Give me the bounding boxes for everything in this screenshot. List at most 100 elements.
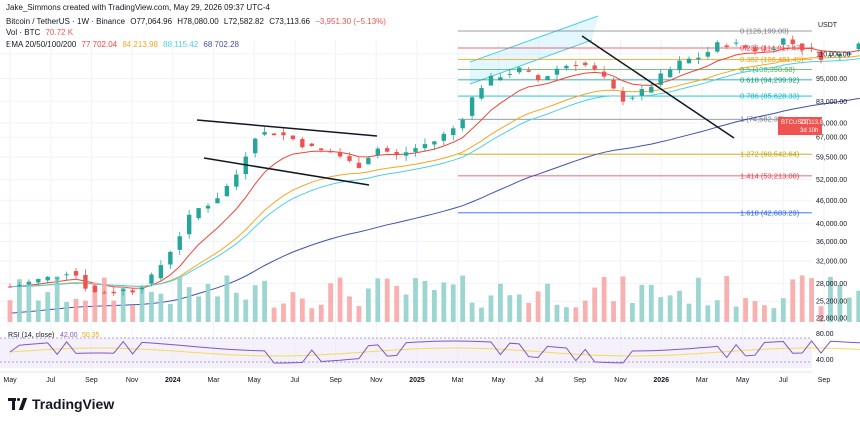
ema-50-line <box>9 55 860 288</box>
rising-wedge-upper <box>469 15 599 63</box>
volume-bar <box>431 289 437 322</box>
candle-body <box>319 148 324 150</box>
candle-body <box>177 236 182 250</box>
candle-body <box>715 42 720 52</box>
candle-body <box>403 152 409 156</box>
candle-body <box>479 88 484 99</box>
rsi-label: RSI (14, close) <box>8 332 54 339</box>
rsi-axis-tick: 40.00 <box>816 357 834 364</box>
candle-body <box>847 53 852 55</box>
candle-body <box>762 49 767 51</box>
volume-bar <box>215 296 220 322</box>
rsi-legend[interactable]: RSI (14, close) 42.00 50.35 <box>8 332 100 339</box>
candle-body <box>205 205 211 209</box>
rsi-axis-tick: 80.00 <box>816 331 834 338</box>
time-axis-tick: 2025 <box>409 377 425 384</box>
volume-bar <box>233 292 239 322</box>
fib-level-label: 0.618 (94,299.92) <box>740 75 800 84</box>
candle-body <box>234 174 239 187</box>
price-axis-tick: 59,500.00 <box>816 155 847 162</box>
volume-bar <box>488 295 494 322</box>
volume-bar <box>83 300 88 322</box>
volume-bar <box>790 279 796 322</box>
candle-body <box>186 214 192 235</box>
price-axis-tick: 73,000.00 <box>816 120 847 127</box>
candle-body <box>422 144 428 149</box>
volume-bar <box>733 306 739 322</box>
volume-bar <box>639 284 645 322</box>
symbol-name[interactable]: Bitcoin / TetherUS · 1W · Binance <box>6 17 126 26</box>
time-axis-tick: Sep <box>85 377 98 384</box>
ema-legend[interactable]: EMA 20/50/100/200 77,702.04 84,213.98 88… <box>6 40 242 49</box>
candle-body <box>290 135 296 140</box>
volume-label: Vol · BTC <box>6 28 41 37</box>
candle-body <box>300 139 305 148</box>
volume-bar <box>630 302 635 322</box>
candle-body <box>366 157 371 165</box>
tradingview-logo[interactable]: TradingView <box>8 396 114 412</box>
candle-body <box>724 45 729 48</box>
volume-bar <box>365 288 371 322</box>
volume-bar <box>384 278 390 322</box>
price-axis-tick: 25,200.00 <box>816 299 847 306</box>
volume-bar <box>526 302 532 322</box>
time-axis-tick: Jul <box>46 377 55 384</box>
candle-body <box>149 274 154 284</box>
last-price-badge: BTCUSDT 73,113.66 3d 10h <box>778 117 827 135</box>
volume-bar <box>375 278 381 322</box>
volume-bar <box>497 283 503 322</box>
price-axis-tick: 40,000.00 <box>816 221 847 228</box>
candle-body <box>337 152 343 157</box>
candle-body <box>809 47 814 49</box>
volume-legend[interactable]: Vol · BTC 70.72 K <box>6 28 76 37</box>
volume-bar <box>92 282 98 322</box>
candle-body <box>7 286 13 288</box>
volume-bar <box>328 283 334 322</box>
candle-body <box>649 86 654 93</box>
volume-bar <box>64 302 69 322</box>
volume-bar <box>167 303 173 322</box>
volume-bar <box>441 282 447 322</box>
ema-200-line <box>9 97 860 314</box>
volume-bar <box>186 287 192 322</box>
volume-bar <box>422 280 428 322</box>
volume-bar <box>620 276 626 322</box>
time-axis-tick: 2026 <box>653 377 669 384</box>
volume-bar <box>507 295 513 322</box>
volume-bar <box>177 276 183 322</box>
price-axis-tick: 110,000.00 <box>816 52 851 59</box>
candle-body <box>752 47 758 52</box>
candle-body <box>818 51 824 60</box>
volume-bar <box>347 296 352 322</box>
volume-bar <box>573 307 579 322</box>
last-price-countdown: 3d 10h <box>800 128 818 134</box>
volume-bar <box>413 278 418 322</box>
volume-bar <box>271 307 277 322</box>
candle-body <box>73 271 79 276</box>
price-axis-unit: USDT <box>818 22 838 29</box>
ema-100-line <box>9 57 860 288</box>
volume-bar <box>535 291 541 322</box>
ema200-value: 68,702.28 <box>203 40 239 49</box>
symbol-ohlc-line: Bitcoin / TetherUS · 1W · Binance O77,06… <box>6 17 389 26</box>
time-axis-tick: 2024 <box>165 377 181 384</box>
candle-body <box>102 292 107 294</box>
volume-bar <box>45 292 51 322</box>
time-axis-tick: Nov <box>614 377 627 384</box>
price-axis-tick: 67,000.00 <box>816 135 847 142</box>
volume-bar <box>111 300 117 322</box>
volume-bar <box>611 301 616 322</box>
fib-level-label: 0.786 (85,628.33) <box>740 92 800 101</box>
volume-bar <box>686 303 692 322</box>
pennant-upper-line <box>196 119 378 137</box>
candle-body <box>375 148 380 156</box>
candle-body <box>356 162 362 168</box>
volume-bar <box>554 304 560 322</box>
volume-bar <box>714 300 720 322</box>
candle-body <box>36 279 41 283</box>
price-axis-tick: 28,000.00 <box>816 281 847 288</box>
volume-bar <box>158 293 164 322</box>
time-axis-tick: May <box>3 377 17 384</box>
ema-label: EMA 20/50/100/200 <box>6 40 77 49</box>
